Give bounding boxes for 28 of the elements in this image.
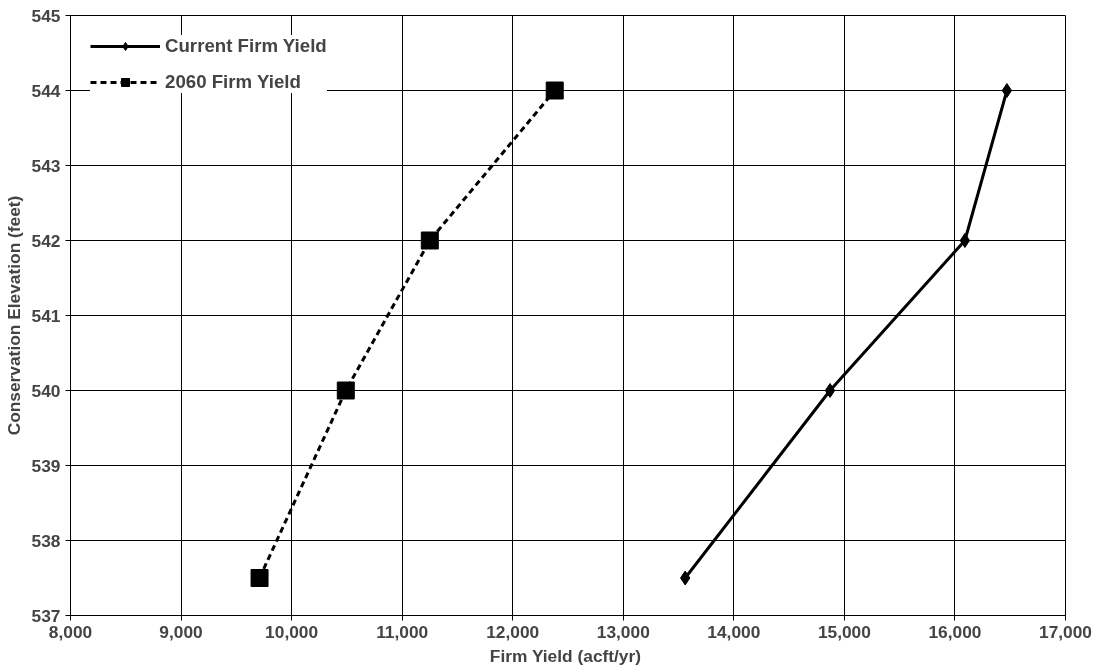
x-tick-label: 12,000 bbox=[486, 621, 540, 642]
x-tick-label: 17,000 bbox=[1039, 621, 1092, 642]
point bbox=[824, 383, 836, 398]
x-tick-label: 14,000 bbox=[707, 621, 761, 642]
y-tick-label: 544 bbox=[31, 80, 61, 101]
legend-label: 2060 Firm Yield bbox=[165, 71, 301, 93]
y-axis-title: Conservation Elevation (feet) bbox=[3, 195, 24, 436]
y-tick-label: 540 bbox=[31, 380, 61, 401]
x-tick-label: 9,000 bbox=[159, 621, 203, 642]
x-tick-label: 15,000 bbox=[817, 621, 871, 642]
y-tick-label: 543 bbox=[31, 155, 61, 176]
x-axis-title: Firm Yield (acft/yr) bbox=[489, 645, 642, 666]
point bbox=[336, 381, 355, 400]
x-tick-label: 11,000 bbox=[376, 621, 429, 642]
legend-label: Current Firm Yield bbox=[165, 35, 327, 57]
point bbox=[420, 231, 439, 250]
y-tick-label: 545 bbox=[31, 5, 61, 26]
point bbox=[1001, 83, 1013, 98]
x-tick-label: 10,000 bbox=[265, 621, 319, 642]
y-tick-label: 538 bbox=[31, 530, 61, 551]
point bbox=[250, 569, 269, 587]
point bbox=[959, 233, 971, 248]
x-tick-label: 13,000 bbox=[596, 621, 650, 642]
point bbox=[545, 81, 564, 100]
x-tick-label: 16,000 bbox=[928, 621, 982, 642]
y-tick-label: 541 bbox=[31, 305, 61, 326]
y-tick-label: 542 bbox=[31, 230, 61, 251]
y-tick-label: 539 bbox=[31, 455, 61, 476]
